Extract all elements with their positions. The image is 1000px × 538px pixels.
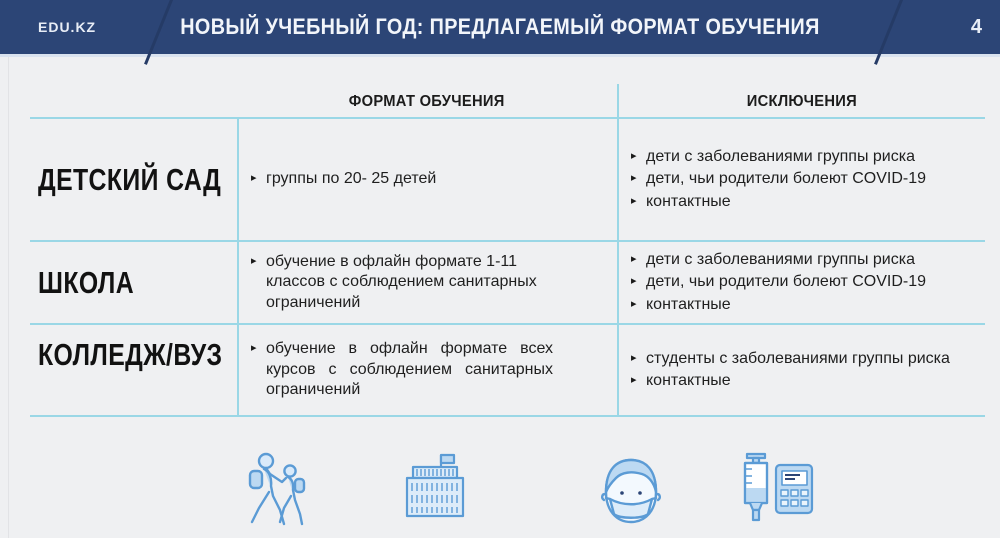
bullet-icon: ▸ [631,149,637,162]
list-item: ▸ контактные [631,295,953,315]
list-item: ▸ группы по 20- 25 детей [251,169,553,189]
exceptions-cell-kindergarten: ▸ дети с заболеваниями группы риска ▸ де… [617,119,985,240]
list-item: ▸ студенты с заболеваниями группы риска [631,349,953,369]
header-bar: EDU.KZ НОВЫЙ УЧЕБНЫЙ ГОД: ПРЕДЛАГАЕМЫЙ Ф… [0,0,1000,65]
slide-title: НОВЫЙ УЧЕБНЫЙ ГОД: ПРЕДЛАГАЕМЫЙ ФОРМАТ О… [180,14,820,39]
bullet-icon: ▸ [251,172,257,185]
bullet-icon: ▸ [631,252,637,265]
masked-face-icon [598,452,664,533]
list-item: ▸ дети с заболеваниями группы риска [631,250,953,270]
children-walking-icon [242,452,308,533]
list-item: ▸ обучение в офлайн формате всех курсов … [251,339,553,400]
vaccine-and-testing-icon [736,452,818,533]
list-item: ▸ контактные [631,192,953,212]
format-cell-college: ▸ обучение в офлайн формате всех курсов … [237,323,617,415]
exceptions-cell-college: ▸ студенты с заболеваниями группы риска … [617,323,985,415]
slide-left-edge [8,57,9,538]
bullet-icon: ▸ [631,275,637,288]
edu-kz-logo: EDU.KZ [38,19,97,35]
bullet-icon: ▸ [631,297,637,310]
row-label-school: ШКОЛА [30,240,237,323]
school-building-icon [396,452,474,533]
list-item: ▸ контактные [631,371,953,391]
list-item: ▸ дети, чьи родители болеют COVID-19 [631,169,953,189]
list-item: ▸ дети с заболеваниями группы риска [631,147,953,167]
bullet-icon: ▸ [251,342,257,355]
page-number: 4 [970,16,982,38]
bullet-icon: ▸ [631,172,637,185]
table-column-headers: ФОРМАТ ОБУЧЕНИЯ ИСКЛЮЧЕНИЯ [30,84,985,119]
bullet-icon: ▸ [251,254,257,267]
row-label-college-university: КОЛЛЕДЖ/ВУЗ [30,323,237,415]
format-cell-school: ▸ обучение в офлайн формате 1-11 классов… [237,240,617,323]
bullet-icon: ▸ [631,351,637,364]
column-header-spacer [30,84,237,119]
format-cell-kindergarten: ▸ группы по 20- 25 детей [237,119,617,240]
column-header-format: ФОРМАТ ОБУЧЕНИЯ [349,92,505,110]
row-label-kindergarten: ДЕТСКИЙ САД [38,161,222,197]
list-item: ▸ обучение в офлайн формате 1-11 классов… [251,252,553,313]
learning-format-table: ДЕТСКИЙ САД ▸ группы по 20- 25 детей ▸ д… [30,117,985,417]
exceptions-cell-school: ▸ дети с заболеваниями группы риска ▸ де… [617,240,985,323]
column-header-exceptions: ИСКЛЮЧЕНИЯ [617,84,985,119]
list-item: ▸ дети, чьи родители болеют COVID-19 [631,272,953,292]
bullet-icon: ▸ [631,194,637,207]
bullet-icon: ▸ [631,374,637,386]
